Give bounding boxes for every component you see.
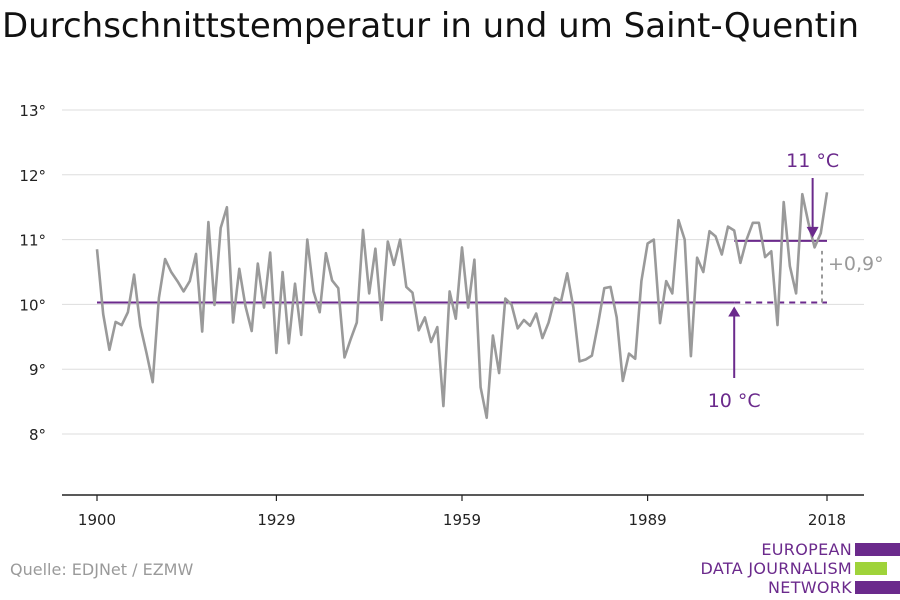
- x-tick-label: 1900: [78, 511, 116, 529]
- temperature-series-line: [95, 192, 829, 420]
- grid-lines: [62, 109, 864, 435]
- arrow-11-head: [806, 226, 819, 238]
- logo-text: EUROPEAN DATA JOURNALISM NETWORK: [701, 540, 852, 597]
- logo-line-3: NETWORK: [768, 578, 852, 597]
- y-tick-label: 9°: [29, 361, 46, 379]
- chart-title: Durchschnittstemperatur in und um Saint-…: [2, 6, 860, 46]
- logo-bar-middle: [855, 562, 887, 575]
- x-tick-label: 1989: [628, 511, 666, 529]
- y-tick-label: 11°: [19, 232, 46, 250]
- logo-bar-top: [855, 543, 900, 556]
- series-layer: [95, 192, 829, 420]
- tick-labels: 8° 9° 10° 11° 12° 13° 1900 1929 1959 1989 2018: [19, 102, 846, 529]
- source-note: Quelle: EDJNet / EZMW: [10, 560, 194, 579]
- arrow-10-head: [728, 306, 741, 317]
- y-tick-label: 12°: [19, 167, 46, 185]
- y-tick-label: 10°: [19, 296, 46, 314]
- label-11c: 11 °C: [786, 150, 839, 172]
- annotations: +0,9° 10 °C 11 °C: [708, 150, 884, 412]
- y-tick-label: 8°: [29, 426, 46, 444]
- x-tick-label: 1959: [443, 511, 481, 529]
- logo-line-1: EUROPEAN: [761, 540, 852, 559]
- x-tick-label: 1929: [257, 511, 295, 529]
- logo-bar-bottom: [855, 581, 900, 594]
- y-tick-label: 13°: [19, 102, 46, 120]
- logo-line-2: DATA JOURNALISM: [700, 559, 852, 578]
- difference-label: +0,9°: [828, 253, 884, 275]
- edjnet-logo: EUROPEAN DATA JOURNALISM NETWORK: [700, 540, 900, 600]
- label-10c: 10 °C: [708, 390, 761, 412]
- x-axis: [62, 494, 864, 501]
- x-tick-label: 2018: [808, 511, 846, 529]
